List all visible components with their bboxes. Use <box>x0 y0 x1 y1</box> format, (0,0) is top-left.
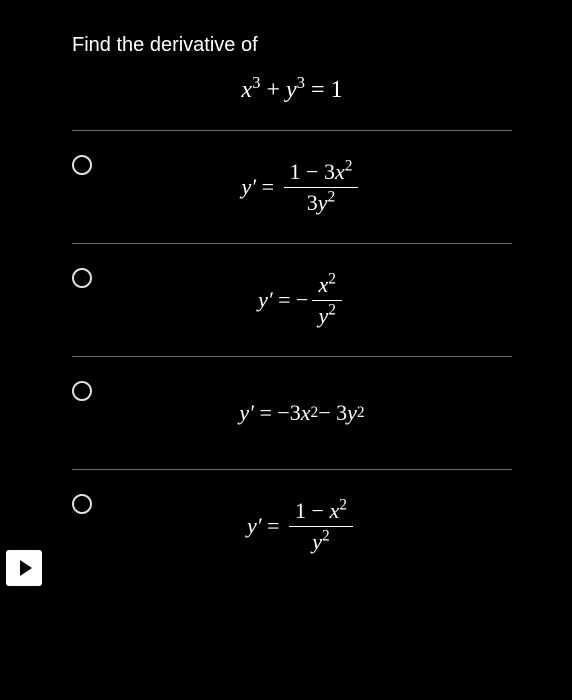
option-row[interactable]: y′ = 1 − 3x23y2 <box>72 131 512 244</box>
question-prompt: Find the derivative of <box>72 34 512 57</box>
option-2-math: y′ = −x2y2 <box>92 262 512 338</box>
option-row[interactable]: y′ = −x2y2 <box>72 244 512 357</box>
option-row[interactable]: y′ = 1 − x2y2 <box>72 470 512 582</box>
play-icon <box>20 560 32 576</box>
radio-button-4[interactable] <box>72 494 92 514</box>
main-equation: x3 + y3 = 1 <box>72 77 512 131</box>
radio-button-2[interactable] <box>72 268 92 288</box>
option-4-math: y′ = 1 − x2y2 <box>92 488 512 564</box>
play-button[interactable] <box>6 550 42 586</box>
option-1-math: y′ = 1 − 3x23y2 <box>92 149 512 225</box>
radio-button-3[interactable] <box>72 381 92 401</box>
option-3-math: y′ = −3x2 − 3y2 <box>92 375 512 451</box>
radio-button-1[interactable] <box>72 155 92 175</box>
option-row[interactable]: y′ = −3x2 − 3y2 <box>72 357 512 470</box>
